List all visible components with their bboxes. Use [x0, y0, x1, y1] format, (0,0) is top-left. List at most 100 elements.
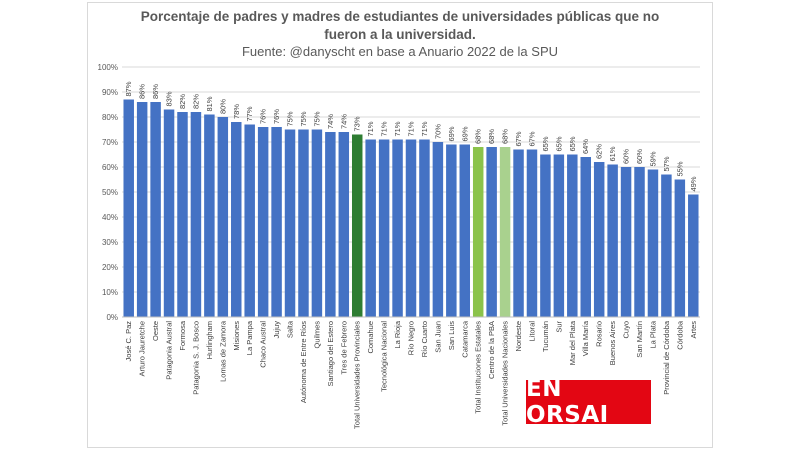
data-label: 68%	[501, 129, 510, 144]
x-tick-label: Cuyo	[622, 321, 631, 339]
x-tick-label: Catamarca	[460, 320, 469, 358]
data-label: 69%	[447, 126, 456, 141]
bar	[553, 154, 565, 317]
bar	[526, 149, 538, 317]
data-label: 67%	[527, 131, 536, 146]
bar	[688, 194, 699, 317]
data-label: 59%	[648, 151, 657, 166]
data-label: 74%	[339, 114, 348, 129]
x-tick-label: Hurlingham	[205, 321, 214, 359]
x-tick-label: Oeste	[151, 321, 160, 341]
x-tick-label: Comahue	[366, 321, 375, 354]
x-tick-label: Tucumán	[541, 321, 550, 352]
bar	[378, 139, 390, 317]
x-tick-label: Arturo Jauretche	[138, 321, 147, 376]
bar	[567, 154, 578, 317]
y-tick-label: 70%	[102, 138, 118, 147]
bar	[257, 127, 269, 317]
y-tick-label: 100%	[98, 63, 118, 72]
bar	[365, 139, 376, 317]
chart-title: Porcentaje de padres y madres de estudia…	[140, 9, 660, 24]
data-label: 71%	[380, 121, 389, 136]
x-tick-label: Río Cuarto	[420, 321, 429, 357]
x-tick-label: Total Universidades Nacionales	[501, 321, 510, 426]
bar	[392, 139, 403, 317]
bar	[204, 114, 215, 317]
data-label: 55%	[675, 161, 684, 176]
data-label: 65%	[541, 136, 550, 151]
data-label: 82%	[178, 94, 187, 109]
bar	[351, 134, 363, 317]
x-tick-label: Quilmes	[312, 321, 321, 349]
bar	[325, 132, 336, 317]
bar	[634, 167, 645, 317]
bar	[405, 139, 417, 317]
data-label: 71%	[366, 121, 375, 136]
data-label: 81%	[205, 96, 214, 111]
bar	[190, 112, 202, 317]
data-label: 86%	[138, 84, 147, 99]
bar	[244, 124, 255, 317]
x-tick-label: La Plata	[648, 320, 657, 348]
data-label: 73%	[353, 116, 362, 131]
y-tick-label: 0%	[106, 313, 118, 322]
en-orsai-logo: EN ORSAI	[526, 376, 651, 428]
x-tick-label: Jujuy	[272, 321, 281, 339]
data-label: 69%	[460, 126, 469, 141]
bar	[123, 99, 134, 317]
y-tick-label: 90%	[102, 88, 118, 97]
x-tick-label: Patagonia S. J. Bosco	[191, 321, 200, 395]
x-tick-label: Tres de Febrero	[339, 321, 348, 375]
data-label: 60%	[635, 149, 644, 164]
data-label: 75%	[312, 111, 321, 126]
x-tick-label: Tecnológica Nacional	[380, 321, 389, 392]
bar	[513, 149, 524, 317]
x-tick-label: José C. Paz	[124, 321, 133, 362]
x-tick-label: Provincial de Córdoba	[662, 320, 671, 395]
data-label: 86%	[151, 84, 160, 99]
x-tick-label: Sur	[554, 320, 563, 332]
bar	[217, 117, 229, 317]
bar	[177, 112, 188, 317]
bar	[459, 144, 471, 317]
bar	[661, 174, 672, 317]
bar	[284, 129, 296, 317]
bar	[580, 157, 591, 317]
y-tick-label: 20%	[102, 263, 118, 272]
x-tick-label: Artes	[689, 321, 698, 339]
data-label: 49%	[689, 176, 698, 191]
x-tick-label: Formosa	[178, 320, 187, 350]
bar	[593, 162, 605, 317]
data-label: 64%	[581, 139, 590, 154]
data-label: 76%	[259, 109, 268, 124]
data-label: 60%	[622, 149, 631, 164]
data-label: 77%	[245, 106, 254, 121]
x-tick-label: San Martín	[635, 321, 644, 358]
x-tick-label: Córdoba	[675, 320, 684, 350]
x-tick-label: Villa María	[581, 320, 590, 356]
data-label: 68%	[487, 129, 496, 144]
data-label: 71%	[420, 121, 429, 136]
data-label: 76%	[272, 109, 281, 124]
x-tick-label: Nordeste	[514, 321, 523, 351]
data-label: 75%	[299, 111, 308, 126]
bar	[298, 129, 309, 317]
x-tick-label: Lomas de Zamora	[218, 320, 227, 382]
x-tick-label: San Luis	[447, 321, 456, 350]
data-label: 83%	[165, 91, 174, 106]
data-label: 61%	[608, 146, 617, 161]
data-label: 71%	[407, 121, 416, 136]
x-tick-label: Patagonia Austral	[165, 321, 174, 380]
bar	[499, 147, 511, 317]
bar	[540, 154, 551, 317]
bar	[271, 127, 282, 317]
x-tick-label: Misiones	[232, 321, 241, 351]
bar	[150, 102, 161, 317]
x-tick-label: Mar del Plata	[568, 320, 577, 365]
y-tick-label: 10%	[102, 288, 118, 297]
bar	[607, 164, 618, 317]
data-label: 87%	[124, 81, 133, 96]
data-label: 67%	[514, 131, 523, 146]
data-label: 75%	[286, 111, 295, 126]
